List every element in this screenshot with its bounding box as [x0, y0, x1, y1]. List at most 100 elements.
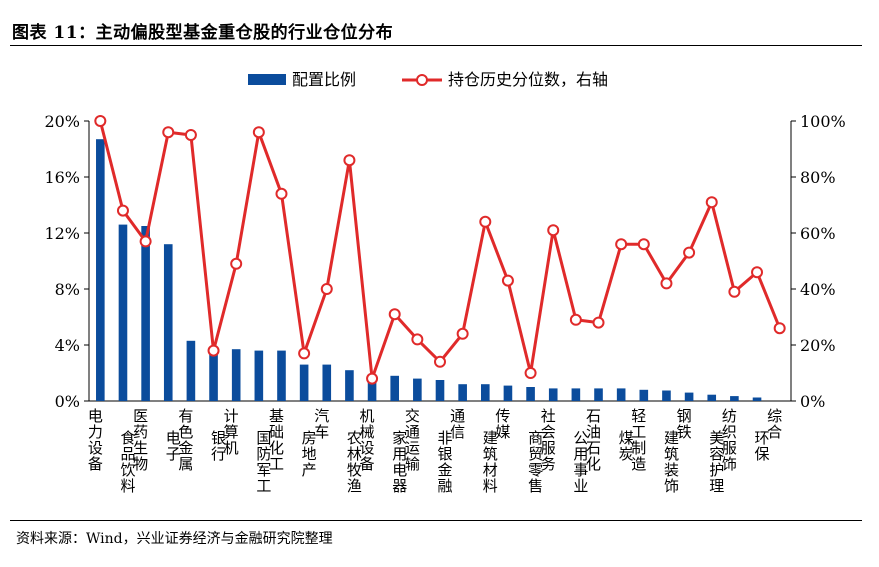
bar	[571, 388, 581, 401]
footer-divider	[10, 520, 862, 521]
line-point	[320, 283, 333, 295]
line-point	[94, 115, 107, 127]
y-left-tick-label: 20%	[44, 112, 80, 131]
line-point	[705, 196, 718, 209]
y-left-tick-label: 16%	[44, 168, 80, 187]
x-tick-label: 汽车	[314, 407, 329, 441]
x-tick-label: 非银金融	[437, 429, 452, 495]
x-tick-label: 石油石化	[586, 407, 601, 473]
line-point	[637, 238, 650, 251]
bar	[730, 396, 739, 401]
x-tick-label: 通信	[450, 407, 465, 441]
line-point	[751, 266, 764, 279]
bar	[118, 224, 128, 401]
bar	[413, 378, 422, 401]
y-left-tick-label: 12%	[44, 224, 80, 243]
combo-chart: 配置比例 持仓历史分位数，右轴 0% 4% 8% 12% 16% 20% 0% 20% 40% 60%…	[44, 70, 846, 495]
line-point	[434, 355, 446, 368]
line-point	[116, 204, 129, 217]
line-point	[366, 372, 379, 385]
bar	[548, 388, 558, 401]
line-point	[252, 126, 265, 139]
bar	[752, 397, 762, 401]
line-point	[547, 224, 560, 237]
bar	[367, 374, 377, 401]
line-point	[728, 285, 741, 298]
bar	[639, 389, 649, 401]
bar	[163, 244, 173, 401]
bar	[458, 384, 467, 401]
bar	[209, 347, 218, 401]
bar	[435, 380, 445, 401]
line-point	[501, 274, 514, 287]
x-tick-label: 房地产	[302, 429, 317, 479]
line-point	[592, 316, 605, 329]
x-tick-label: 有色金属	[178, 407, 193, 473]
bar	[480, 384, 490, 401]
bar	[299, 364, 309, 401]
line-point	[207, 344, 220, 357]
x-tick-label: 建筑材料	[483, 429, 498, 495]
x-tick-label: 农林牧渔	[347, 429, 362, 495]
x-tick-label: 食品饮料	[120, 429, 135, 495]
line-point	[773, 322, 786, 335]
x-tick-label: 传媒	[495, 407, 510, 441]
y-left-tick-label: 8%	[55, 280, 80, 299]
y-left-tick-label: 4%	[55, 336, 80, 355]
bar	[526, 387, 535, 401]
bar	[345, 370, 354, 401]
x-tick-label: 商贸零售	[528, 429, 543, 495]
y-right-tick-label: 100%	[800, 112, 846, 131]
x-tick-label: 计算机	[224, 407, 239, 457]
bar	[141, 226, 150, 401]
bar	[503, 385, 513, 401]
y-right-tick-label: 60%	[800, 224, 836, 243]
line-point	[456, 327, 469, 340]
line-point	[569, 313, 582, 326]
x-tick-label: 钢铁	[677, 407, 692, 441]
x-tick-label: 环保	[755, 429, 770, 463]
x-tick-label: 电子	[166, 429, 181, 463]
title-divider	[10, 45, 862, 46]
x-tick-label: 电力设备	[88, 407, 103, 473]
line-point	[230, 257, 243, 270]
chart-title: 图表 11：主动偏股型基金重仓股的行业仓位分布	[12, 23, 394, 43]
bar	[254, 350, 264, 401]
bar	[684, 392, 694, 401]
bar	[322, 364, 332, 401]
x-tick-label: 基础化工	[269, 407, 284, 473]
legend-bar-label: 配置比例	[292, 70, 356, 89]
line-point	[388, 308, 401, 321]
line-point	[298, 347, 311, 360]
y-left-tick-label: 0%	[55, 392, 80, 411]
y-right-tick-label: 40%	[800, 280, 836, 299]
line-point	[479, 215, 492, 228]
x-tick-label: 家用电器	[392, 429, 407, 495]
x-tick-label: 机械设备	[360, 407, 375, 473]
source-note: 资料来源：Wind，兴业证券经济与金融研究院整理	[16, 531, 333, 547]
line-point	[683, 246, 696, 259]
x-tick-label: 国防军工	[256, 429, 271, 495]
x-tick-label: 交通运输	[405, 407, 420, 473]
bar	[186, 340, 196, 401]
bar	[96, 139, 105, 401]
bar	[662, 390, 671, 401]
x-tick-label: 社会服务	[541, 407, 556, 473]
bar	[707, 394, 717, 401]
x-tick-label: 轻工制造	[631, 407, 646, 473]
line-point	[343, 154, 356, 167]
line-point	[184, 129, 197, 141]
line-point	[411, 333, 424, 346]
x-tick-label: 建筑装饰	[664, 429, 679, 495]
line-point	[615, 238, 628, 251]
y-right-tick-label: 20%	[800, 336, 836, 355]
x-tick-label: 医药生物	[133, 407, 148, 473]
legend-line-label: 持仓历史分位数，右轴	[448, 70, 608, 89]
x-tick-label: 综合	[767, 407, 782, 441]
legend-bar-swatch	[248, 74, 286, 85]
line-point	[524, 367, 537, 379]
line-point	[660, 277, 673, 290]
line-point	[162, 126, 175, 139]
x-tick-label: 美容护理	[709, 429, 724, 495]
bar	[277, 350, 286, 401]
